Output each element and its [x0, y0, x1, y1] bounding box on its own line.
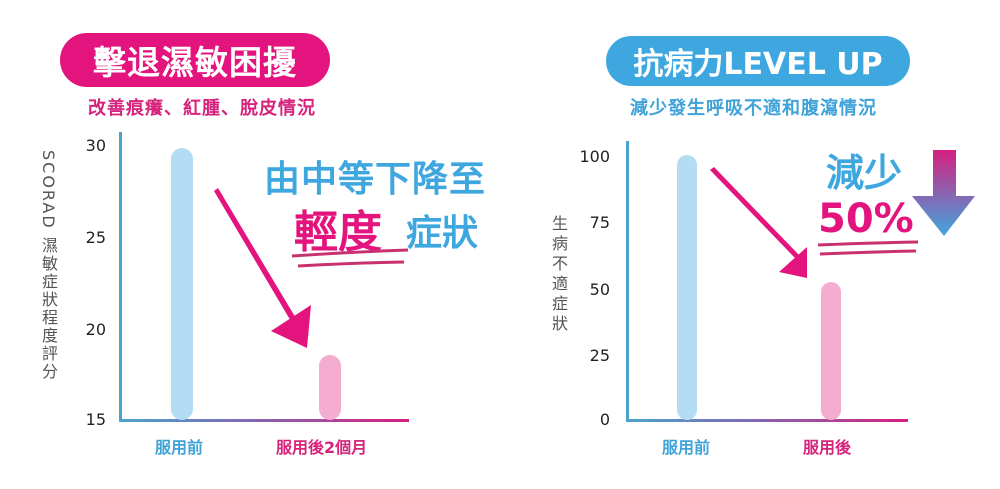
right-subtitle: 減少發生呼吸不適和腹瀉情況 — [630, 98, 877, 119]
right-x-label-before: 服用前 — [662, 438, 711, 457]
right-x-label-after: 服用後 — [803, 438, 852, 457]
left-callout-emphasis: 輕度 — [294, 207, 382, 258]
right-callout-line1: 減少 — [826, 151, 903, 195]
left-title: 擊退濕敏困擾 — [93, 43, 297, 82]
right-y-tick-25: 25 — [589, 346, 610, 365]
right-y-tick-75: 75 — [589, 213, 610, 232]
right-trend-arrow-icon — [710, 167, 807, 278]
left-bar-after — [319, 355, 341, 420]
right-y-tick-100: 100 — [579, 147, 610, 166]
right-title-pill: 抗病力LEVEL UP — [606, 36, 910, 86]
right-y-tick-50: 50 — [589, 280, 610, 299]
decrease-down-arrow-icon — [912, 150, 975, 236]
right-y-axis — [626, 141, 629, 422]
left-x-label-after: 服用後2個月 — [276, 438, 368, 457]
right-bar-after — [821, 282, 841, 420]
left-y-tick-15: 15 — [85, 410, 106, 429]
left-y-axis-label: SCORAD 濕敏症狀程度評分 — [39, 150, 58, 381]
left-emphasis-underline — [291, 248, 409, 268]
left-y-axis — [119, 132, 122, 422]
right-y-tick-0: 0 — [599, 410, 610, 429]
left-callout-line1: 由中等下降至 — [264, 159, 487, 200]
left-x-axis — [119, 419, 409, 422]
left-title-pill: 擊退濕敏困擾 — [60, 33, 330, 87]
left-subtitle: 改善痕癢、紅腫、脫皮情況 — [88, 98, 316, 119]
left-y-tick-25: 25 — [85, 228, 106, 247]
left-y-tick-20: 20 — [85, 320, 106, 339]
right-y-axis-label: 生病不適症狀 — [549, 215, 568, 335]
left-x-label-before: 服用前 — [155, 438, 204, 457]
right-callout-emphasis: 50% — [818, 196, 914, 242]
right-emphasis-underline — [817, 240, 919, 256]
right-bar-before — [677, 155, 697, 420]
right-x-axis — [626, 419, 908, 422]
left-y-tick-30: 30 — [85, 136, 106, 155]
left-trend-arrow-icon — [214, 188, 311, 348]
left-bar-before — [171, 148, 193, 420]
left-callout-suffix: 症狀 — [406, 213, 479, 254]
right-title: 抗病力LEVEL UP — [633, 47, 883, 82]
